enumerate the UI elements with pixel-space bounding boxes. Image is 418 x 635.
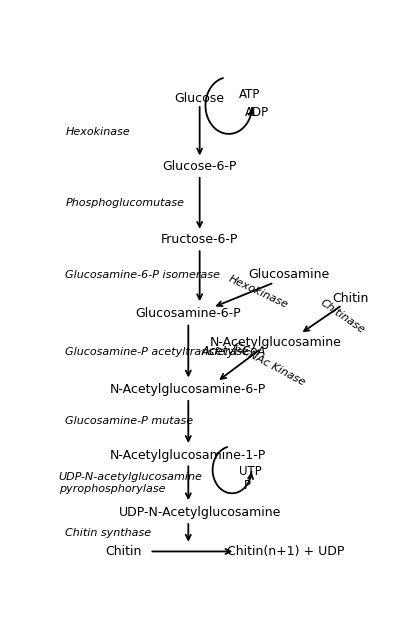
Text: Glucose: Glucose (175, 91, 224, 105)
Text: Glucosamine-P acetyltransferase: Glucosamine-P acetyltransferase (65, 347, 249, 358)
Text: Acetyl-CoA: Acetyl-CoA (201, 345, 266, 358)
Text: Hexokinase: Hexokinase (227, 274, 289, 311)
Text: Hexokinase: Hexokinase (65, 128, 130, 137)
Text: N-Acetylglucosamine-1-P: N-Acetylglucosamine-1-P (110, 449, 266, 462)
Text: P: P (243, 479, 250, 492)
Text: Chitin synthase: Chitin synthase (65, 528, 151, 538)
Text: Glucosamine-6-P isomerase: Glucosamine-6-P isomerase (65, 271, 220, 280)
Text: Chitin: Chitin (105, 545, 142, 558)
Text: Phosphoglucomutase: Phosphoglucomutase (65, 198, 184, 208)
Text: N-Acetylglucosamine-6-P: N-Acetylglucosamine-6-P (110, 383, 266, 396)
Text: Chitin(n+1) + UDP: Chitin(n+1) + UDP (227, 545, 344, 558)
Text: UDP-N-acetylglucosamine
pyrophosphorylase: UDP-N-acetylglucosamine pyrophosphorylas… (59, 472, 203, 494)
Text: Glucosamine: Glucosamine (248, 268, 329, 281)
Text: Glucosamine-P mutase: Glucosamine-P mutase (65, 416, 194, 426)
Text: N-Acetylglucosamine: N-Acetylglucosamine (210, 336, 342, 349)
Text: Fructose-6-P: Fructose-6-P (161, 234, 238, 246)
Text: Glucosamine-6-P: Glucosamine-6-P (135, 307, 241, 320)
Text: Glucose-6-P: Glucose-6-P (163, 160, 237, 173)
Text: Chitin: Chitin (332, 292, 369, 305)
Text: UTP: UTP (239, 465, 261, 478)
Text: GlcNAc Kinase: GlcNAc Kinase (232, 342, 307, 388)
Text: Chitinase: Chitinase (318, 298, 366, 336)
Text: ATP: ATP (239, 88, 260, 101)
Text: UDP-N-Acetylglucosamine: UDP-N-Acetylglucosamine (118, 506, 281, 519)
Text: ADP: ADP (245, 107, 269, 119)
